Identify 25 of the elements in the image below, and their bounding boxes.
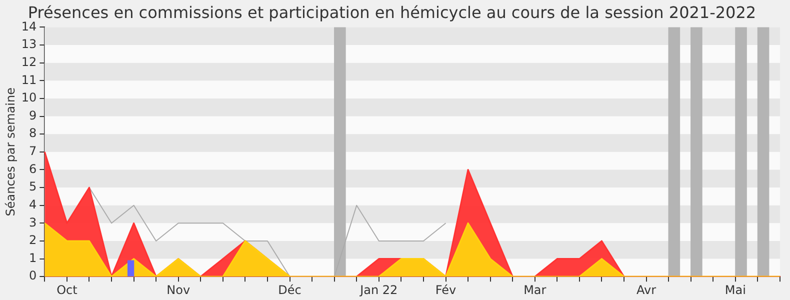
y-tick-label: 14 [21, 19, 37, 34]
y-tick-label: 4 [29, 197, 37, 212]
x-tick-label: Nov [166, 282, 190, 297]
y-tick-label: 0 [29, 268, 37, 283]
y-tick-label: 13 [21, 37, 37, 52]
y-tick-label: 12 [21, 54, 37, 69]
x-tick-label: Oct [56, 282, 78, 297]
y-tick-label: 1 [29, 250, 37, 265]
y-tick-label: 7 [29, 144, 37, 158]
y-tick-label: 11 [21, 72, 37, 87]
y-tick-label: 2 [29, 233, 37, 248]
x-tick-label: Fév [435, 282, 456, 297]
y-tick-label: 8 [29, 126, 37, 140]
x-tick-label: Mai [724, 282, 746, 297]
x-tick-label: Avr [636, 282, 656, 297]
y-tick-label: 5 [29, 180, 37, 194]
y-axis-title: Séances par semaine [3, 88, 18, 216]
y-tick-label: 10 [21, 90, 37, 105]
x-tick-label: Déc [278, 282, 302, 297]
y-tick-label: 6 [29, 162, 37, 176]
chart-title: Présences en commissions et participation en hémicycle au cours de la session 2021-2022 [28, 2, 756, 22]
y-tick-label: 9 [29, 108, 37, 122]
x-tick-label: Mar [524, 282, 546, 297]
x-tick-label: Jan 22 [359, 282, 398, 297]
y-tick-label: 3 [29, 215, 37, 230]
